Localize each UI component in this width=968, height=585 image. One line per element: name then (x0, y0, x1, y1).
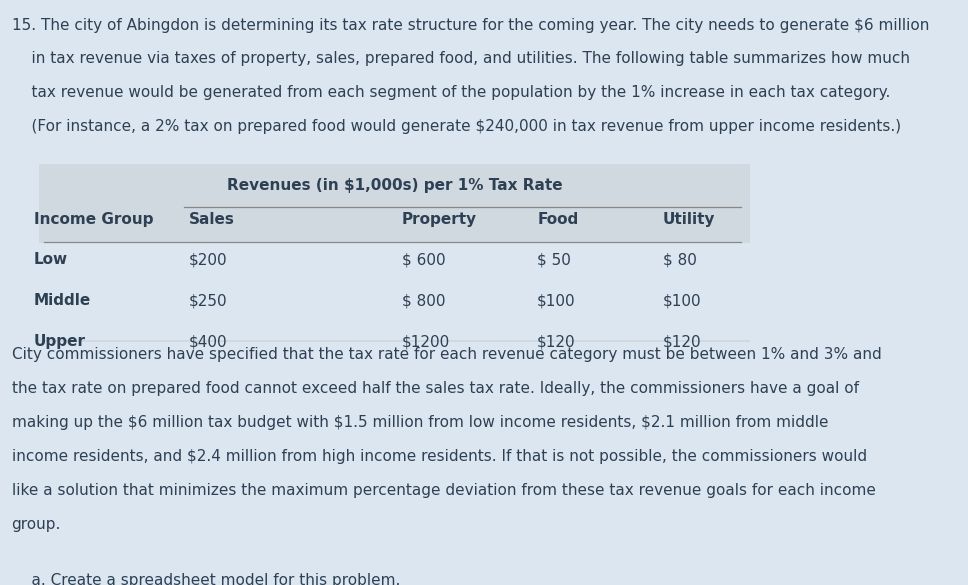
Text: $200: $200 (189, 252, 227, 267)
Text: 15. The city of Abingdon is determining its tax rate structure for the coming ye: 15. The city of Abingdon is determining … (12, 18, 929, 33)
Text: making up the $6 million tax budget with $1.5 million from low income residents,: making up the $6 million tax budget with… (12, 415, 828, 430)
Text: $120: $120 (663, 334, 702, 349)
FancyBboxPatch shape (39, 243, 750, 340)
Text: $120: $120 (537, 334, 576, 349)
Text: the tax rate on prepared food cannot exceed half the sales tax rate. Ideally, th: the tax rate on prepared food cannot exc… (12, 381, 859, 396)
FancyBboxPatch shape (39, 164, 750, 342)
Text: Upper: Upper (34, 334, 86, 349)
Text: $400: $400 (189, 334, 227, 349)
Text: Food: Food (537, 212, 579, 228)
Text: (For instance, a 2% tax on prepared food would generate $240,000 in tax revenue : (For instance, a 2% tax on prepared food… (12, 119, 901, 135)
Text: $ 50: $ 50 (537, 252, 571, 267)
Text: Low: Low (34, 252, 68, 267)
Text: $250: $250 (189, 293, 227, 308)
Text: a. Create a spreadsheet model for this problem.: a. Create a spreadsheet model for this p… (12, 573, 400, 585)
Text: Middle: Middle (34, 293, 91, 308)
Text: Sales: Sales (189, 212, 234, 228)
Text: group.: group. (12, 517, 61, 532)
Text: $100: $100 (537, 293, 576, 308)
Text: Revenues (in $1,000s) per 1% Tax Rate: Revenues (in $1,000s) per 1% Tax Rate (227, 178, 562, 194)
Text: City commissioners have specified that the tax rate for each revenue category mu: City commissioners have specified that t… (12, 347, 882, 362)
Text: Property: Property (402, 212, 477, 228)
Text: Utility: Utility (663, 212, 715, 228)
Text: $ 600: $ 600 (402, 252, 445, 267)
Text: $ 80: $ 80 (663, 252, 697, 267)
Text: $100: $100 (663, 293, 702, 308)
Text: in tax revenue via taxes of property, sales, prepared food, and utilities. The f: in tax revenue via taxes of property, sa… (12, 51, 910, 67)
Text: income residents, and $2.4 million from high income residents. If that is not po: income residents, and $2.4 million from … (12, 449, 866, 464)
Text: $ 800: $ 800 (402, 293, 445, 308)
Text: $1200: $1200 (402, 334, 450, 349)
Text: Income Group: Income Group (34, 212, 153, 228)
Text: like a solution that minimizes the maximum percentage deviation from these tax r: like a solution that minimizes the maxim… (12, 483, 875, 498)
Text: tax revenue would be generated from each segment of the population by the 1% inc: tax revenue would be generated from each… (12, 85, 890, 101)
